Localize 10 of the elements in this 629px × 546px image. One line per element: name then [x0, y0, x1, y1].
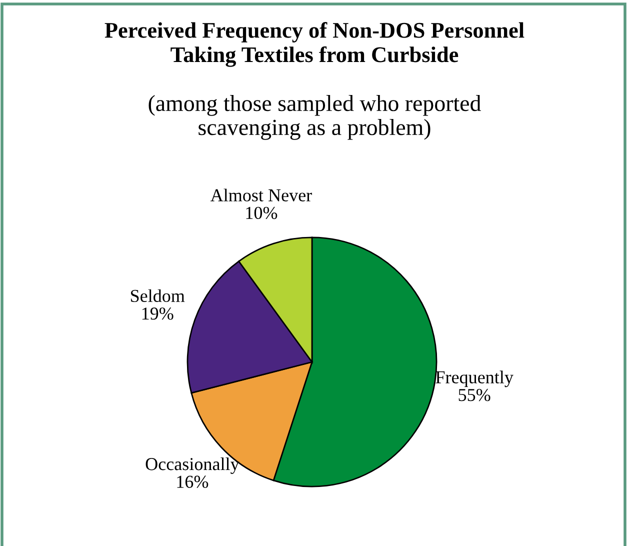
data-label: 19%	[142, 307, 174, 320]
slice-label: Almost Never	[210, 188, 312, 202]
data-label: 16%	[177, 476, 208, 488]
chart-subtitle: (among those sampled who reported scavenging as a problem)	[148, 95, 481, 140]
chart-title: Perceived Frequency of Non-DOS Personnel Taking Textiles from Curbside	[104, 22, 524, 67]
slice-label: Frequently	[436, 370, 514, 388]
data-label: 55%	[458, 388, 490, 402]
slice-label: Occasionally	[146, 457, 240, 474]
data-label: 10%	[246, 206, 278, 220]
slice-label: Seldom	[130, 289, 185, 302]
